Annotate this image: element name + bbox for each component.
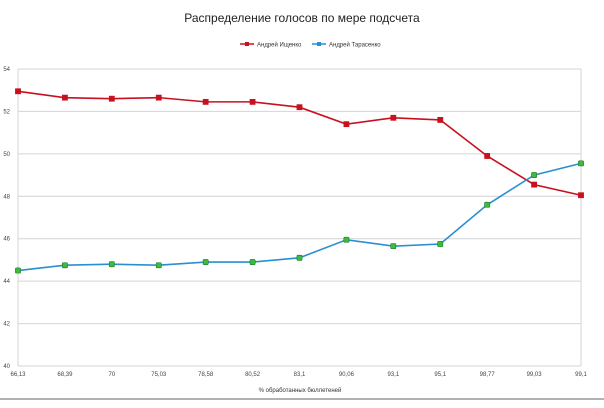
data-point: [437, 117, 444, 123]
data-point: [155, 262, 162, 269]
legend-label: Андрей Тарасенко: [329, 42, 381, 49]
data-point: [62, 262, 68, 269]
legend-label: Андрей Ищенко: [257, 42, 302, 49]
data-point: [531, 181, 537, 188]
y-tick-label: 44: [3, 279, 10, 285]
data-point: [343, 121, 350, 128]
x-tick-label: 78,58: [198, 372, 214, 378]
y-tick-label: 54: [3, 67, 10, 73]
x-tick-label: 83,1: [294, 372, 306, 378]
x-tick-label: 90,06: [339, 372, 355, 378]
x-tick-label: 99,1: [575, 372, 587, 378]
data-point: [15, 267, 21, 274]
x-tick-label: 70: [108, 372, 115, 378]
data-point: [108, 261, 115, 268]
x-tick-label: 80,52: [245, 372, 261, 378]
x-axis-label: % обработанных бюллетеней: [259, 387, 342, 394]
y-tick-label: 40: [3, 364, 10, 370]
data-point: [296, 104, 303, 111]
x-tick-label: 95,1: [434, 372, 446, 378]
data-point: [155, 94, 162, 101]
data-point: [343, 236, 350, 243]
chart-title: Распределение голосов по мере подсчета: [184, 11, 420, 25]
y-tick-label: 46: [3, 237, 10, 243]
x-tick-label: 99,03: [527, 372, 543, 378]
data-point: [437, 241, 444, 247]
y-tick-label: 48: [3, 194, 10, 200]
x-axis: 66,13 68,39 70 75,03 78,58 80,52 83,1 90,06 93,1…: [10, 372, 587, 378]
data-point: [62, 94, 68, 101]
data-point: [249, 259, 256, 265]
data-point: [390, 243, 397, 250]
data-point: [484, 201, 491, 208]
data-point: [531, 172, 537, 178]
x-tick-label: 66,13: [10, 372, 26, 378]
data-point: [15, 88, 21, 95]
legend-marker: [245, 42, 249, 46]
data-point: [578, 160, 584, 167]
series-group: [15, 88, 584, 274]
legend-marker: [317, 42, 321, 46]
legend: Андрей Ищенко Андрей Тарасенко: [240, 42, 381, 49]
x-tick-label: 93,1: [387, 372, 399, 378]
data-point: [202, 98, 209, 105]
data-point: [108, 95, 115, 102]
x-tick-label: 68,39: [57, 372, 73, 378]
y-tick-label: 50: [3, 152, 10, 158]
data-point: [249, 98, 256, 105]
grid: [17, 68, 582, 367]
y-tick-label: 52: [3, 109, 10, 115]
data-point: [578, 192, 584, 199]
data-point: [296, 254, 303, 261]
series-line-1: [17, 162, 582, 272]
data-point: [390, 114, 397, 121]
y-axis: 40 42 44 46 48 50 52 54: [3, 67, 10, 370]
y-tick-label: 42: [3, 322, 10, 328]
x-tick-label: 75,03: [151, 372, 167, 378]
data-point: [484, 153, 491, 159]
data-point: [202, 259, 209, 265]
x-tick-label: 98,77: [480, 372, 496, 378]
